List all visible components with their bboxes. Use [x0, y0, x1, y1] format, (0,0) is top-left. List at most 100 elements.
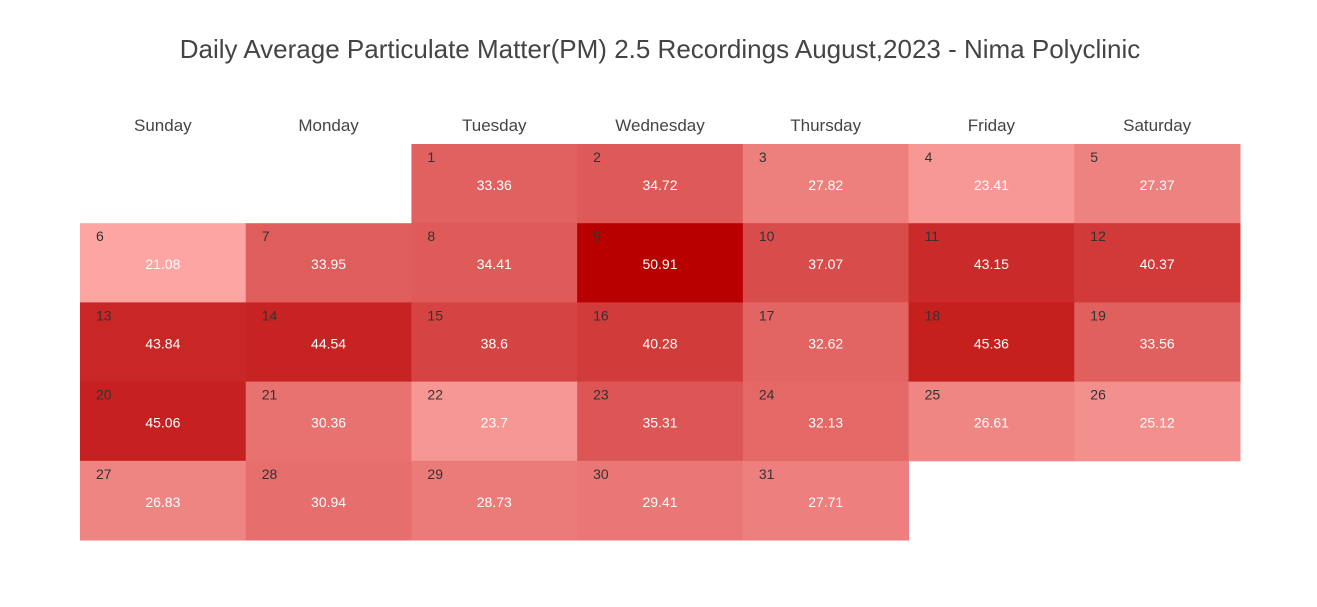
value-label: 50.91	[642, 256, 677, 272]
heat-cell-rect	[245, 223, 412, 303]
value-label: 30.36	[311, 415, 346, 431]
value-label: 23.7	[481, 415, 508, 431]
value-label: 33.36	[477, 177, 512, 193]
calendar-cell-day-14: 14 44.54	[245, 302, 412, 383]
heat-cell-rect	[245, 460, 412, 541]
date-label: 8	[427, 228, 435, 244]
date-label: 20	[96, 387, 112, 403]
date-label: 13	[96, 307, 112, 323]
heat-cell-rect	[742, 381, 910, 462]
heat-cell-rect	[245, 302, 412, 383]
heat-cell-rect	[80, 381, 247, 462]
value-label: 38.6	[481, 335, 508, 351]
value-label: 32.62	[808, 335, 843, 351]
date-label: 16	[593, 307, 609, 323]
date-label: 29	[427, 466, 443, 482]
date-label: 1	[427, 149, 435, 165]
calendar-cell-day-7: 733.95	[245, 223, 412, 303]
heat-cell-rect	[80, 223, 247, 303]
value-label: 27.82	[808, 177, 843, 193]
calendar-cell-day-23: 23 35.31	[577, 381, 744, 462]
calendar-cells: 133.36234.72327.82423.41527.37621.08733.…	[80, 144, 1241, 541]
chart-title: Daily Average Particulate Matter(PM) 2.5…	[180, 34, 1141, 64]
heat-cell-rect	[742, 144, 910, 224]
calendar-cell-day-1: 133.36	[411, 144, 578, 224]
date-label: 19	[1090, 307, 1106, 323]
value-label: 32.13	[808, 415, 843, 431]
value-label: 33.56	[1140, 335, 1175, 351]
date-label: 9	[593, 228, 601, 244]
date-label: 21	[262, 387, 278, 403]
date-label: 28	[262, 466, 278, 482]
heat-cell-rect	[1074, 144, 1241, 224]
weekday-header-tuesday: Tuesday	[462, 116, 527, 135]
heat-cell-rect	[577, 223, 744, 303]
value-label: 33.95	[311, 256, 346, 272]
date-label: 6	[96, 228, 104, 244]
calendar-cell-day-21: 21 30.36	[245, 381, 412, 462]
heat-cell-rect	[245, 381, 412, 462]
calendar-cell-day-16: 16 40.28	[577, 302, 744, 383]
value-label: 25.12	[1140, 415, 1175, 431]
calendar-cell-day-10: 10 37.07	[742, 223, 910, 303]
value-label: 45.06	[145, 415, 180, 431]
heat-cell-rect	[577, 460, 744, 541]
date-label: 24	[759, 387, 775, 403]
date-label: 4	[925, 149, 933, 165]
date-label: 22	[427, 387, 443, 403]
calendar-cell-day-5: 527.37	[1074, 144, 1241, 224]
calendar-cell-day-22: 22 23.7	[411, 381, 578, 462]
calendar-cell-day-9: 950.91	[577, 223, 744, 303]
date-label: 17	[759, 307, 775, 323]
value-label: 29.41	[642, 494, 677, 510]
date-label: 3	[759, 149, 767, 165]
calendar-cell-day-12: 12 40.37	[1074, 223, 1241, 303]
calendar-cell-day-13: 13 43.84	[80, 302, 247, 383]
value-label: 35.31	[642, 415, 677, 431]
calendar-cell-day-28: 28 30.94	[245, 460, 412, 541]
weekday-header-wednesday: Wednesday	[615, 116, 705, 135]
value-label: 37.07	[808, 256, 843, 272]
value-label: 40.37	[1140, 256, 1175, 272]
date-label: 2	[593, 149, 601, 165]
heat-cell-rect	[908, 302, 1075, 383]
calendar-cell-day-19: 19 33.56	[1074, 302, 1241, 383]
calendar-cell-day-27: 27 26.83	[80, 460, 247, 541]
date-label: 30	[593, 466, 609, 482]
date-label: 15	[427, 307, 443, 323]
weekday-header-thursday: Thursday	[790, 116, 861, 135]
value-label: 40.28	[642, 335, 677, 351]
calendar-cell-day-4: 423.41	[908, 144, 1075, 224]
date-label: 12	[1090, 228, 1106, 244]
heat-cell-rect	[577, 381, 744, 462]
heat-cell-rect	[908, 381, 1075, 462]
heat-cell-rect	[908, 223, 1075, 303]
date-label: 18	[925, 307, 941, 323]
heat-cell-rect	[742, 223, 910, 303]
value-label: 26.83	[145, 494, 180, 510]
value-label: 43.15	[974, 256, 1009, 272]
weekday-header-friday: Friday	[968, 116, 1016, 135]
heat-cell-rect	[742, 460, 910, 541]
date-label: 5	[1090, 149, 1098, 165]
value-label: 28.73	[477, 494, 512, 510]
date-label: 11	[925, 228, 940, 244]
heat-cell-rect	[1074, 302, 1241, 383]
calendar-cell-day-3: 327.82	[742, 144, 910, 224]
calendar-cell-day-18: 18 45.36	[908, 302, 1075, 383]
calendar-cell-day-17: 17 32.62	[742, 302, 910, 383]
value-label: 34.41	[477, 256, 512, 272]
calendar-cell-day-8: 834.41	[411, 223, 578, 303]
heat-cell-rect	[411, 460, 578, 541]
heat-cell-rect	[411, 381, 578, 462]
weekday-header-saturday: Saturday	[1123, 116, 1192, 135]
value-label: 44.54	[311, 335, 346, 351]
calendar-cell-day-26: 26 25.12	[1074, 381, 1241, 462]
calendar-cell-day-6: 621.08	[80, 223, 247, 303]
value-label: 27.37	[1140, 177, 1175, 193]
heat-cell-rect	[577, 144, 744, 224]
date-label: 26	[1090, 387, 1106, 403]
heat-cell-rect	[80, 460, 247, 541]
